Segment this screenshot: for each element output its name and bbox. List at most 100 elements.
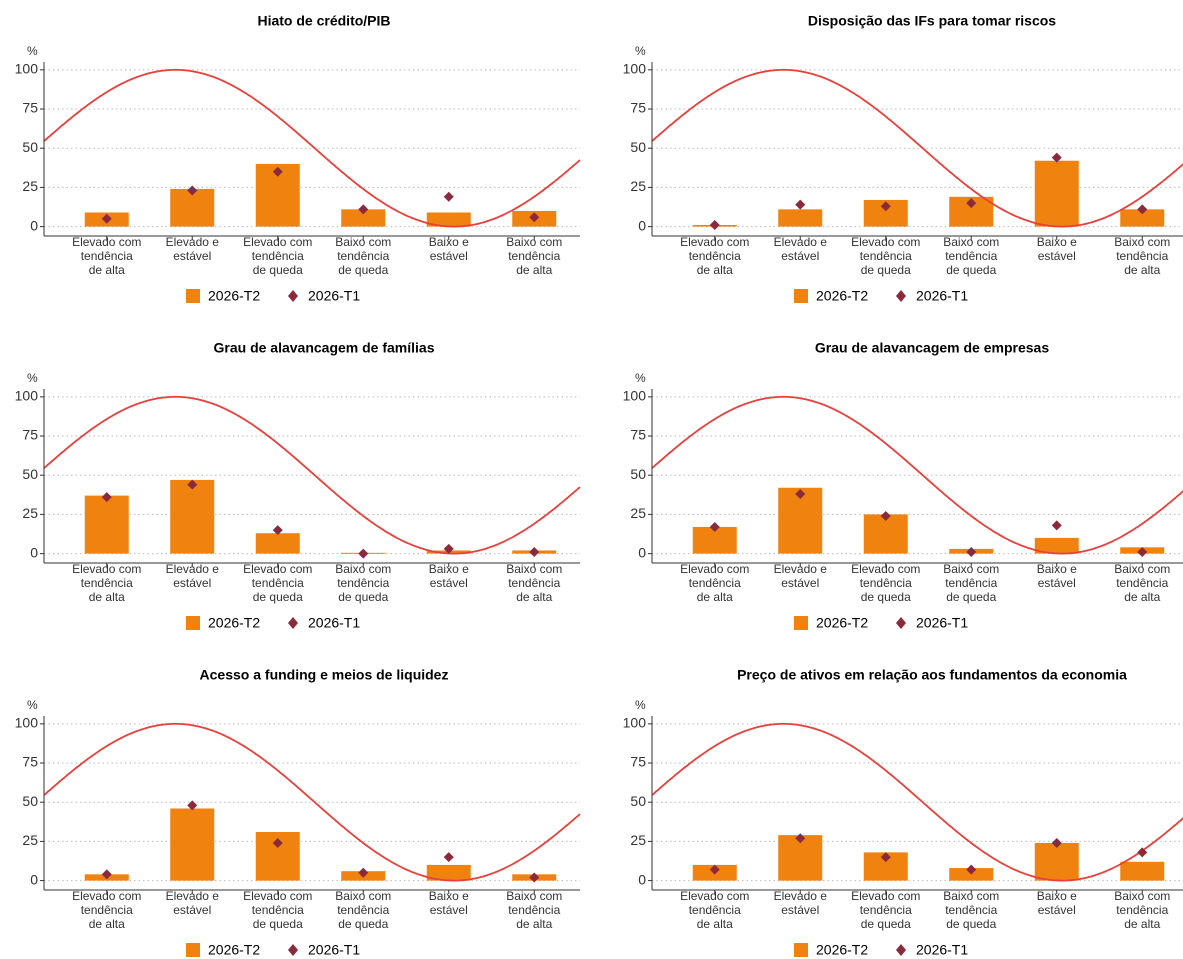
x-tick-label: Baixo e [1037, 889, 1077, 903]
diamond-marker [529, 547, 540, 558]
x-tick-label: Elevado com [243, 235, 312, 249]
x-tick-label: tendência [945, 903, 997, 917]
legend-swatch [288, 944, 298, 956]
x-tick-label: tendência [860, 576, 912, 590]
legend-label: 2026-T1 [308, 288, 360, 304]
x-tick-label: de alta [697, 590, 733, 604]
x-tick-label: tendência [689, 249, 741, 263]
x-tick-label: Elevado com [680, 889, 749, 903]
x-tick-label: tendência [860, 903, 912, 917]
diamond-marker [1051, 520, 1062, 531]
x-tick-label: Elevado com [72, 889, 141, 903]
x-tick-label: de queda [253, 263, 303, 277]
panel: Acesso a funding e meios de liquidez% 0 25… [15, 667, 581, 958]
bar [1034, 537, 1079, 554]
x-tick-label: Elevado com [680, 562, 749, 576]
chart-title: Disposição das IFs para tomar riscos [808, 13, 1056, 29]
x-tick-label: de queda [861, 590, 911, 604]
x-tick-label: Baixo com [506, 562, 562, 576]
x-tick-label: tendência [252, 249, 304, 263]
diamond-marker [443, 191, 454, 202]
diamond-marker [709, 220, 720, 231]
x-tick-label: estável [1038, 903, 1076, 917]
x-tick-label: Baixo e [429, 562, 469, 576]
y-tick-label: 75 [630, 754, 646, 770]
diamond-marker [880, 510, 891, 521]
diamond-marker [1137, 204, 1148, 215]
legend-label: 2026-T1 [916, 615, 968, 631]
x-tick-label: tendência [252, 903, 304, 917]
x-tick-label: Baixo e [1037, 235, 1077, 249]
x-tick-label: estável [781, 249, 819, 263]
legend-swatch [896, 617, 906, 629]
y-tick-label: 0 [638, 871, 646, 887]
bar [170, 808, 215, 881]
x-tick-label: de queda [338, 263, 388, 277]
x-tick-label: Elevado e [774, 235, 828, 249]
y-axis-label: % [635, 371, 646, 385]
y-tick-label: 50 [22, 793, 38, 809]
x-tick-label: estável [430, 249, 468, 263]
y-tick-label: 50 [630, 793, 646, 809]
y-tick-label: 0 [30, 871, 38, 887]
x-tick-label: tendência [337, 903, 389, 917]
x-tick-label: estável [781, 903, 819, 917]
diamond-marker [443, 543, 454, 554]
y-tick-label: 75 [22, 100, 38, 116]
y-tick-label: 75 [630, 427, 646, 443]
x-tick-label: tendência [508, 903, 560, 917]
diamond-marker [358, 548, 369, 559]
legend-label: 2026-T1 [308, 942, 360, 958]
x-tick-label: estável [781, 576, 819, 590]
x-tick-label: tendência [689, 576, 741, 590]
x-tick-label: Baixo com [506, 235, 562, 249]
x-tick-label: de alta [1124, 263, 1160, 277]
x-tick-label: Baixo com [943, 889, 999, 903]
x-tick-label: estável [1038, 576, 1076, 590]
bar [426, 212, 471, 227]
x-tick-label: de queda [861, 263, 911, 277]
y-tick-label: 25 [630, 178, 646, 194]
panel: Grau de alavancagem de famílias% 0 25 50 75 1… [15, 340, 581, 631]
y-tick-label: 0 [30, 217, 38, 233]
chart-title: Grau de alavancagem de famílias [214, 340, 435, 356]
y-tick-label: 0 [30, 544, 38, 560]
y-tick-label: 100 [15, 61, 39, 77]
x-tick-label: Elevado com [851, 889, 920, 903]
diamond-marker [795, 489, 806, 500]
chart-title: Acesso a funding e meios de liquidez [200, 667, 449, 683]
y-axis-label: % [27, 698, 38, 712]
y-tick-label: 25 [630, 505, 646, 521]
x-tick-label: Elevado e [166, 235, 220, 249]
bar [1034, 842, 1079, 881]
bar [170, 479, 215, 554]
cycle-curve [651, 68, 1183, 228]
x-tick-label: Elevado com [851, 562, 920, 576]
y-tick-label: 50 [22, 466, 38, 482]
diamond-marker [272, 837, 283, 848]
legend-label: 2026-T2 [208, 288, 260, 304]
y-tick-label: 25 [22, 832, 38, 848]
y-tick-label: 0 [638, 217, 646, 233]
diamond-marker [1051, 837, 1062, 848]
x-tick-label: estável [173, 249, 211, 263]
diamond-marker [101, 213, 112, 224]
cycle-curve [43, 722, 581, 882]
x-tick-label: tendência [337, 249, 389, 263]
legend-swatch [896, 290, 906, 302]
legend-label: 2026-T2 [816, 615, 868, 631]
x-tick-label: tendência [1116, 249, 1168, 263]
x-tick-label: de queda [253, 917, 303, 931]
y-tick-label: 100 [623, 388, 647, 404]
legend-swatch [288, 290, 298, 302]
y-tick-label: 100 [15, 715, 39, 731]
diamond-marker [1137, 547, 1148, 558]
x-tick-label: tendência [252, 576, 304, 590]
x-tick-label: tendência [1116, 576, 1168, 590]
legend-label: 2026-T2 [816, 942, 868, 958]
x-tick-label: Elevado e [774, 562, 828, 576]
x-tick-label: tendência [508, 576, 560, 590]
x-tick-label: estável [430, 576, 468, 590]
panel: Preço de ativos em relação aos fundament… [623, 667, 1183, 958]
